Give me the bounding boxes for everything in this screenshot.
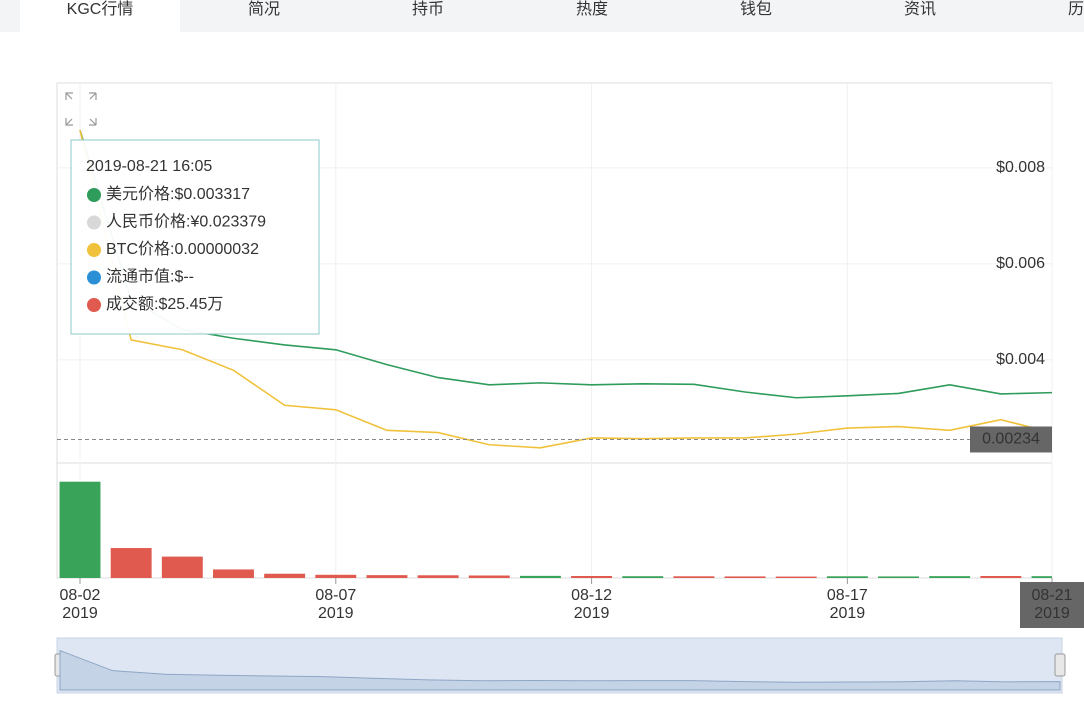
tab-label[interactable]: 持币 (412, 0, 444, 18)
volume-bar (929, 576, 971, 578)
x-pointer-box (1020, 582, 1084, 628)
volume-bar (1031, 576, 1052, 578)
navigator-handle[interactable] (1054, 653, 1066, 677)
volume-bar (161, 556, 203, 578)
tooltip: 2019-08-21 16:05 美元价格:$0.003317 人民币价格:¥0.0… (70, 139, 320, 335)
tooltip-dot (87, 243, 101, 257)
price-marker-box (970, 426, 1052, 453)
x-tick-year: 2019 (830, 605, 866, 622)
volume-bar (724, 576, 766, 578)
volume-bar (315, 574, 357, 578)
x-tick-label: 08-21 (1032, 587, 1073, 604)
volume-bar (878, 576, 919, 578)
volume-bar (622, 576, 664, 578)
x-tick-label: 08-12 (571, 587, 612, 604)
volume-bar (980, 576, 1022, 578)
volume-bar (417, 575, 459, 578)
volume-bar (775, 576, 817, 578)
price-line (79, 129, 1053, 399)
tooltip-item: 流通市值:$-- (106, 268, 194, 286)
volume-bar (826, 576, 868, 578)
x-tick-year: 2019 (62, 605, 98, 622)
volume-bar (110, 548, 152, 578)
x-tick-year: 2019 (1034, 605, 1070, 622)
volume-bar (366, 575, 408, 578)
tooltip-dot (87, 298, 101, 312)
tooltip-dot (87, 215, 101, 230)
tab-label[interactable]: 资讯 (904, 0, 936, 18)
volume-bar (673, 576, 715, 578)
x-tick-label: 08-07 (315, 587, 356, 604)
volume-bar (571, 576, 613, 578)
volume-bar (264, 573, 306, 578)
tooltip-dot (87, 188, 101, 202)
tooltip-item: BTC价格:0.00000032 (106, 240, 259, 258)
x-tick-year: 2019 (574, 605, 610, 622)
volume-bar (519, 575, 561, 578)
tooltip-item: 人民币价格:¥0.023379 (106, 213, 266, 231)
tooltip-dot (87, 270, 101, 285)
navigator-area (59, 649, 1061, 691)
tooltip-item: 美元价格:$0.003317 (106, 185, 250, 203)
tab-label[interactable]: 历史 (1068, 0, 1084, 18)
tab-bar (0, 0, 1084, 32)
tooltip-item: 成交额:$25.45万 (106, 295, 223, 313)
y-tick-label: $0.008 (996, 159, 1045, 176)
tab-label[interactable]: KGC行情 (67, 0, 134, 18)
x-tick-label: 08-17 (827, 587, 868, 604)
volume-bar (468, 575, 510, 578)
price-marker-label: 0.00234 (982, 431, 1040, 448)
tooltip-box (70, 139, 320, 335)
tab-label[interactable]: 简况 (248, 0, 280, 18)
zoom-icons[interactable] (65, 92, 97, 126)
active-tab[interactable] (20, 0, 180, 32)
tooltip-time: 2019-08-21 16:05 (86, 158, 212, 175)
volume-bar (59, 481, 101, 578)
y-tick-label: $0.006 (996, 255, 1045, 272)
x-tick-year: 2019 (318, 605, 354, 622)
tab-label[interactable]: 热度 (576, 0, 608, 18)
y-tick-label: $0.004 (996, 351, 1045, 368)
x-tick-label: 08-02 (60, 587, 101, 604)
tab-label[interactable]: 钱包 (740, 0, 772, 18)
price-line (79, 129, 1053, 449)
volume-bar (213, 569, 254, 578)
